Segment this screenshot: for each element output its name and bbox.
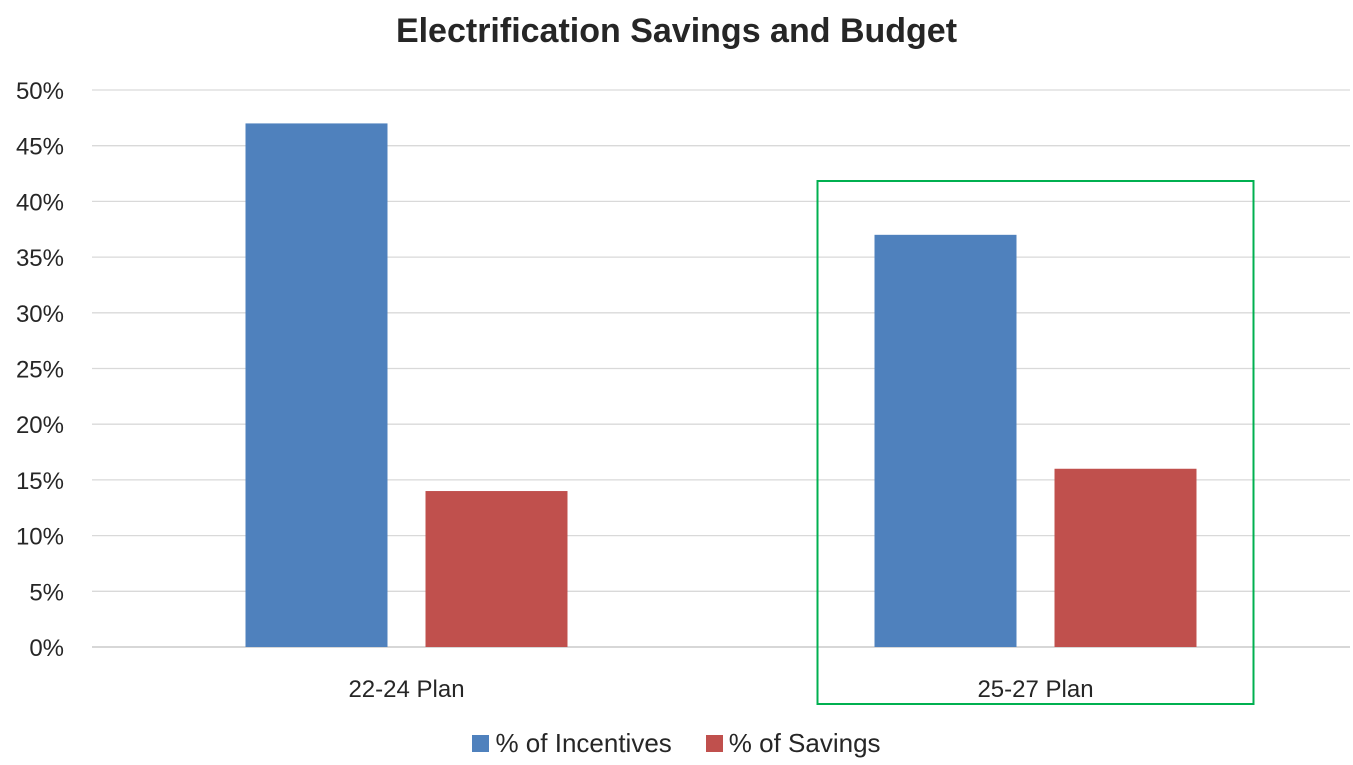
- x-tick-label: 22-24 Plan: [348, 676, 464, 703]
- y-tick-label: 20%: [16, 412, 64, 439]
- legend-label-savings: % of Savings: [728, 728, 881, 758]
- y-tick-label: 45%: [16, 134, 64, 161]
- legend-swatch-savings: [705, 735, 723, 752]
- legend-item-savings: % of Savings: [705, 728, 881, 759]
- legend-item-incentives: % of Incentives: [472, 728, 672, 759]
- chart-title: Electrification Savings and Budget: [395, 12, 958, 50]
- legend: % of Incentives % of Savings: [0, 728, 1353, 759]
- bar-savings-1: [1054, 468, 1197, 647]
- y-tick-label: 10%: [16, 524, 64, 551]
- legend-label-incentives: % of Incentives: [495, 728, 672, 758]
- bar-incentives-0: [245, 123, 388, 648]
- legend-swatch-incentives: [472, 735, 490, 752]
- y-tick-label: 40%: [16, 189, 64, 216]
- y-tick-label: 35%: [16, 245, 64, 272]
- y-tick-label: 15%: [16, 468, 64, 495]
- bar-incentives-1: [874, 234, 1017, 647]
- y-tick-label: 25%: [16, 357, 64, 384]
- highlight-box: [816, 180, 1255, 705]
- y-tick-label: 0%: [29, 635, 64, 662]
- bar-savings-0: [425, 491, 568, 647]
- chart-plot: 0% 5% 10% 15% 20% 25% 30% 35% 40% 45% 50% 22-24 Pla…: [16, 78, 1350, 705]
- y-tick-label: 5%: [29, 579, 64, 606]
- y-tick-label: 30%: [16, 301, 64, 328]
- x-tick-label: 25-27 Plan: [977, 676, 1093, 703]
- y-tick-label: 50%: [16, 78, 64, 105]
